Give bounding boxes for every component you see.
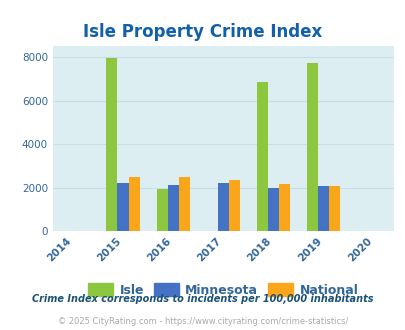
Text: © 2025 CityRating.com - https://www.cityrating.com/crime-statistics/: © 2025 CityRating.com - https://www.city… <box>58 317 347 326</box>
Bar <box>317 186 328 231</box>
Bar <box>167 185 178 231</box>
Bar <box>267 187 278 231</box>
Bar <box>178 177 189 231</box>
Bar <box>256 82 267 231</box>
Bar <box>128 177 139 231</box>
Bar <box>217 183 228 231</box>
Bar <box>278 184 289 231</box>
Text: Crime Index corresponds to incidents per 100,000 inhabitants: Crime Index corresponds to incidents per… <box>32 294 373 304</box>
Legend: Isle, Minnesota, National: Isle, Minnesota, National <box>83 278 362 302</box>
Bar <box>228 180 239 231</box>
Bar <box>156 189 167 231</box>
Text: Isle Property Crime Index: Isle Property Crime Index <box>83 23 322 41</box>
Bar <box>106 58 117 231</box>
Bar <box>117 183 128 231</box>
Bar <box>306 63 317 231</box>
Bar <box>328 186 339 231</box>
